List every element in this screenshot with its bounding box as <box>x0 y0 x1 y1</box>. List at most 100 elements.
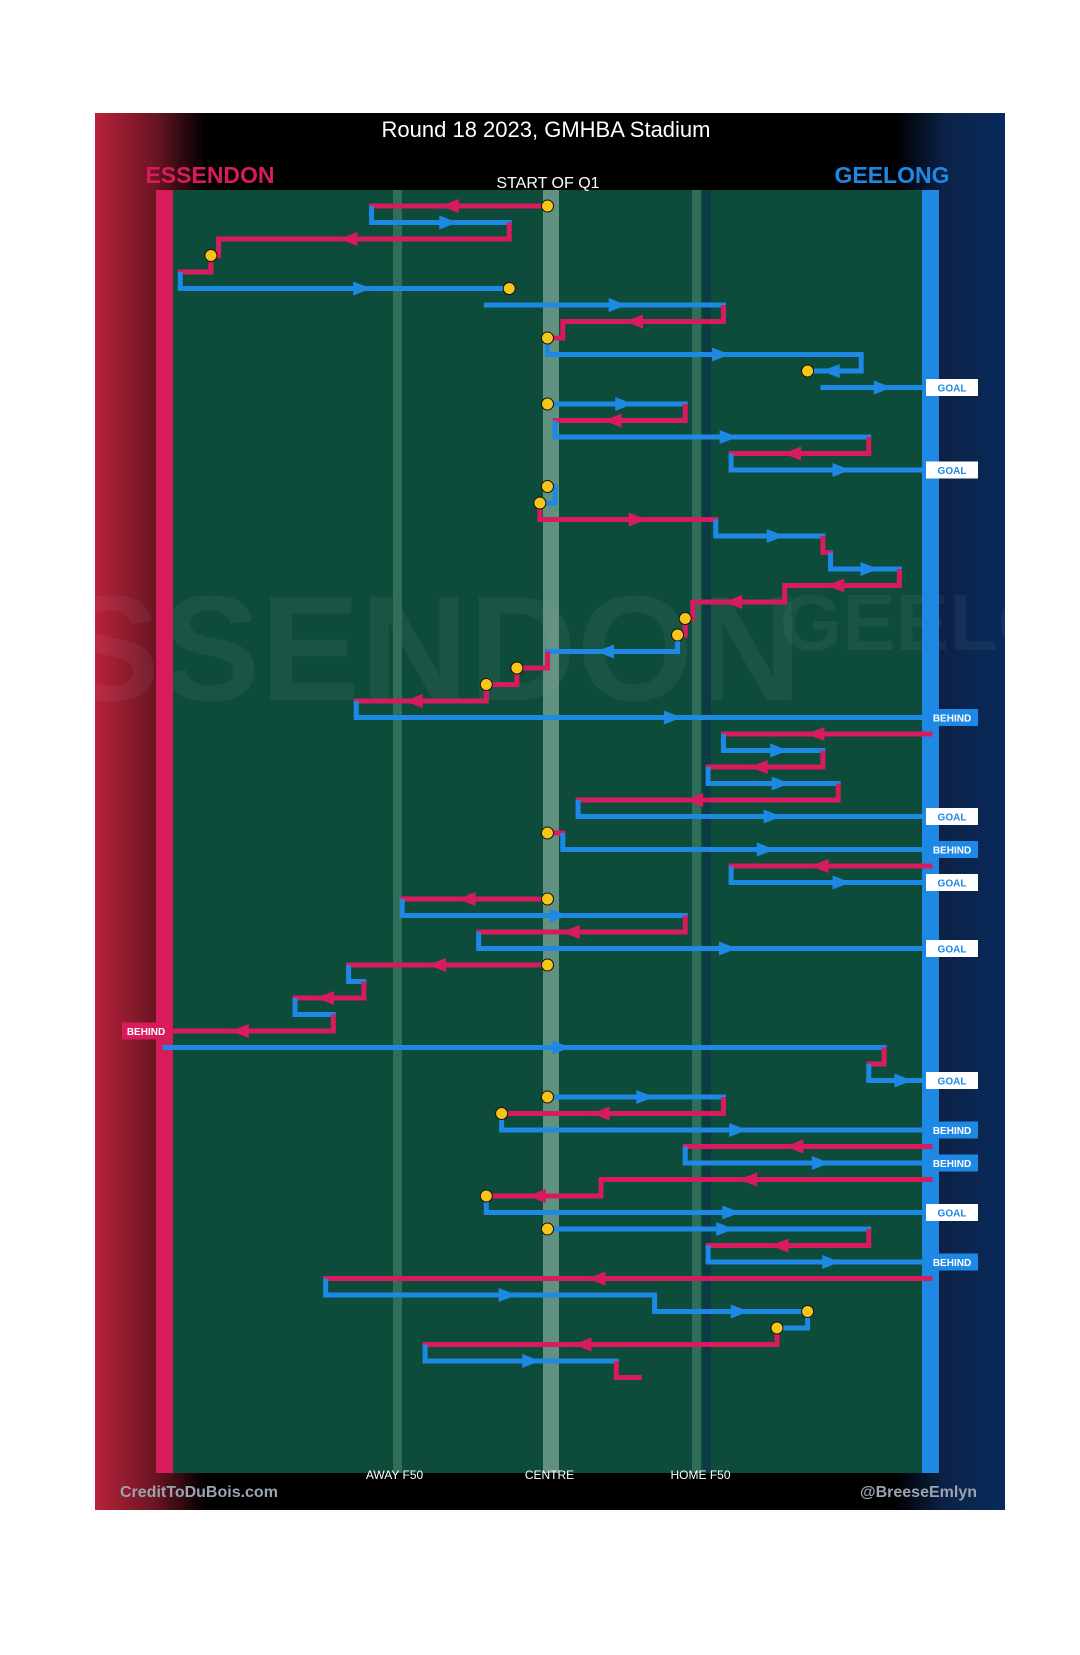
chain-9 <box>545 347 864 371</box>
chain-34 <box>705 760 826 784</box>
result-label: BEHIND <box>933 1126 971 1137</box>
chain-arrow <box>770 1238 789 1253</box>
chain-arrow <box>685 793 704 807</box>
chain-11 <box>820 380 933 395</box>
chain-65 <box>323 1271 933 1295</box>
chain-arrow <box>785 1139 804 1154</box>
turnover-marker <box>541 199 554 213</box>
chain-arrow <box>608 298 627 312</box>
turnover-marker <box>671 628 685 642</box>
chain-69 <box>422 1337 780 1361</box>
chain-5 <box>177 281 512 296</box>
chain-arrow <box>719 430 738 444</box>
chain-58 <box>682 1156 933 1170</box>
chain-arrow <box>316 991 335 1005</box>
chain-arrow <box>770 743 789 758</box>
result-label: BEHIND <box>933 846 971 857</box>
result-badge: BEHIND <box>926 709 978 726</box>
chain-43 <box>399 908 688 932</box>
chain-24 <box>690 595 788 619</box>
chain-arrow <box>810 859 829 873</box>
turnover-marker <box>541 826 554 840</box>
chain-arrow <box>440 199 459 213</box>
result-label: GOAL <box>938 945 967 956</box>
markers: GOAL GOAL BEHIND GOAL BEHIND GOAL GOAL BEHIND GO… <box>122 199 978 1335</box>
chain-arrow <box>832 875 851 890</box>
chain-arrow <box>615 397 634 411</box>
home-f50-shadow <box>703 190 711 1473</box>
chain-36 <box>575 793 841 817</box>
chain-63 <box>705 1238 872 1262</box>
chain-arrow <box>439 215 458 230</box>
chain-70 <box>422 1354 619 1378</box>
chain-arrow <box>811 1156 830 1170</box>
chain-56 <box>499 1123 933 1137</box>
chain-6 <box>483 298 726 322</box>
chain-53 <box>866 1073 933 1088</box>
result-badge: BEHIND <box>122 1022 170 1040</box>
geelong-goal-line <box>922 190 939 1473</box>
chain-arrow <box>552 1040 571 1055</box>
chain-57 <box>682 1139 933 1163</box>
result-badge: BEHIND <box>926 1154 978 1172</box>
chain-arrow <box>826 578 845 593</box>
turnover-marker <box>770 1321 784 1335</box>
x-tick-label-0: AWAY F50 <box>366 1468 424 1482</box>
chain-arrow <box>498 1288 517 1302</box>
chain-arrow <box>771 776 790 791</box>
possession-chains <box>162 199 933 1380</box>
chain-arrow <box>596 644 615 659</box>
turnover-marker <box>678 612 692 625</box>
result-badge: GOAL <box>926 808 978 825</box>
chain-13 <box>552 413 688 437</box>
essendon-goal-line <box>156 190 173 1473</box>
chain-arrow <box>549 908 568 923</box>
chain-arrow <box>339 232 358 246</box>
chain-45 <box>476 941 933 956</box>
result-badge: BEHIND <box>926 841 978 858</box>
turnover-marker <box>541 892 554 906</box>
turnover-marker <box>479 1189 493 1203</box>
chain-48 <box>292 991 367 1015</box>
x-axis-ticks: AWAY F50 CENTRE HOME F50 <box>366 1468 731 1482</box>
chain-arrow <box>527 1189 546 1203</box>
chain-arrow <box>230 1024 249 1038</box>
chain-15 <box>728 446 872 470</box>
chain-42 <box>399 892 550 916</box>
chain-arrow <box>603 413 622 428</box>
geelong-label: GEELONG <box>834 162 949 188</box>
chain-arrow <box>353 281 372 296</box>
credit-left: CreditToDuBois.com <box>120 1484 278 1501</box>
chain-50 <box>162 1024 336 1038</box>
result-badge: GOAL <box>926 940 978 957</box>
chain-31 <box>353 710 933 725</box>
chain-39 <box>560 842 933 857</box>
turnover-marker <box>541 331 554 345</box>
chain-40 <box>728 859 933 883</box>
chain-47 <box>346 979 367 998</box>
result-badge: BEHIND <box>926 1253 978 1271</box>
chain-arrow <box>763 809 782 824</box>
chain-37 <box>575 809 933 824</box>
credit-right: @BreeseEmlyn <box>860 1484 977 1501</box>
chain-arrow <box>573 1337 592 1352</box>
chain-41 <box>728 875 933 890</box>
result-badge: GOAL <box>926 379 978 396</box>
result-label: BEHIND <box>127 1027 165 1038</box>
chain-arrow <box>636 1090 655 1104</box>
result-badge: GOAL <box>926 874 978 891</box>
chain-arrow <box>625 314 644 329</box>
chain-arrow <box>821 364 840 378</box>
result-label: BEHIND <box>933 1159 971 1170</box>
chain-66 <box>323 1288 658 1312</box>
chain-14 <box>552 430 872 454</box>
chain-19 <box>537 512 719 536</box>
chain-arrow <box>730 1304 749 1319</box>
chain-arrow <box>722 1205 741 1220</box>
result-badge: GOAL <box>926 461 978 479</box>
chain-30 <box>353 694 489 718</box>
chain-arrow <box>457 892 476 906</box>
chain-arrow <box>860 562 879 576</box>
home-f50-line <box>692 190 701 1473</box>
chain-1 <box>369 215 512 239</box>
